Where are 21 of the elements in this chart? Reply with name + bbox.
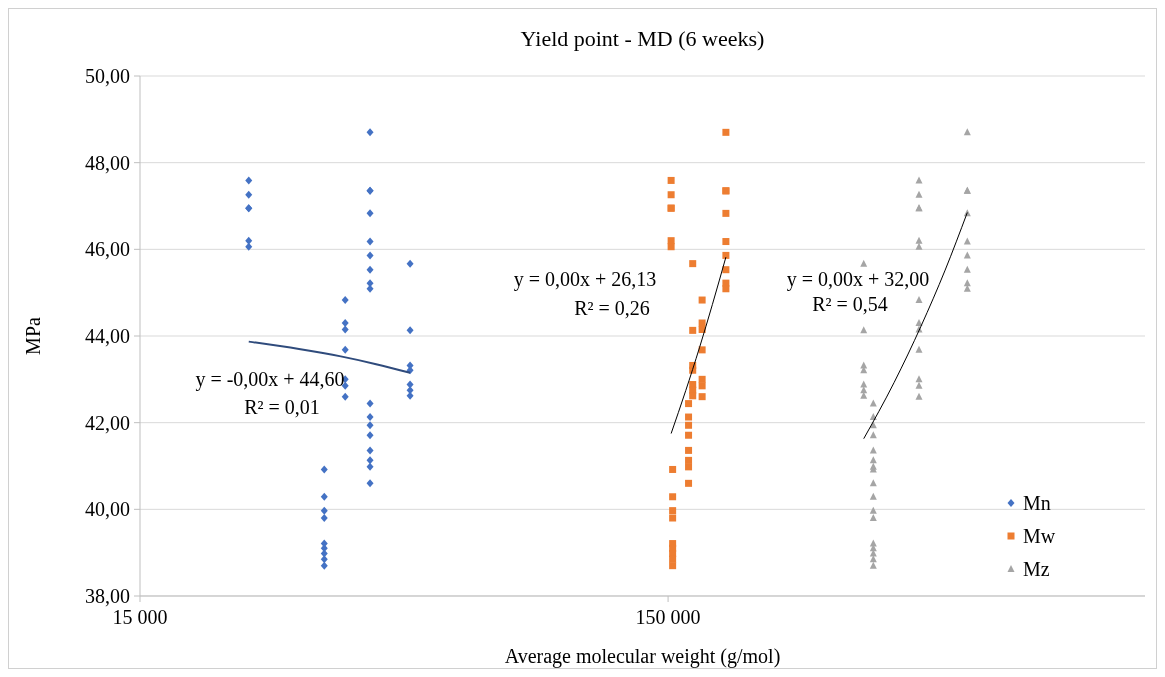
annotation: y = 0,00x + 32,00 [786, 268, 930, 291]
annotation: y = -0,00x + 44,60 [195, 368, 345, 391]
legend-label: Mn [1023, 492, 1051, 514]
y-tick-label: 46,00 [85, 238, 130, 261]
chart-title: Yield point - MD (6 weeks) [520, 26, 765, 51]
x-axis-title: Average molecular weight (g/mol) [504, 645, 781, 668]
x-tick-label: 150 000 [635, 606, 701, 628]
y-tick-label: 42,00 [85, 411, 130, 434]
y-tick-label: 38,00 [85, 585, 130, 607]
legend-label: Mw [1023, 525, 1056, 547]
annotation: R² = 0,01 [244, 396, 320, 418]
y-tick-label: 48,00 [85, 151, 130, 174]
annotation: R² = 0,54 [812, 293, 888, 315]
y-axis-title: MPa [22, 316, 44, 355]
x-tick-label: 15 000 [112, 606, 168, 628]
annotation: y = 0,00x + 26,13 [513, 268, 657, 291]
annotation: R² = 0,26 [574, 297, 650, 319]
legend-label: Mz [1023, 558, 1050, 580]
y-tick-label: 44,00 [85, 325, 130, 347]
y-tick-label: 50,00 [85, 65, 130, 87]
y-tick-label: 40,00 [85, 498, 130, 521]
